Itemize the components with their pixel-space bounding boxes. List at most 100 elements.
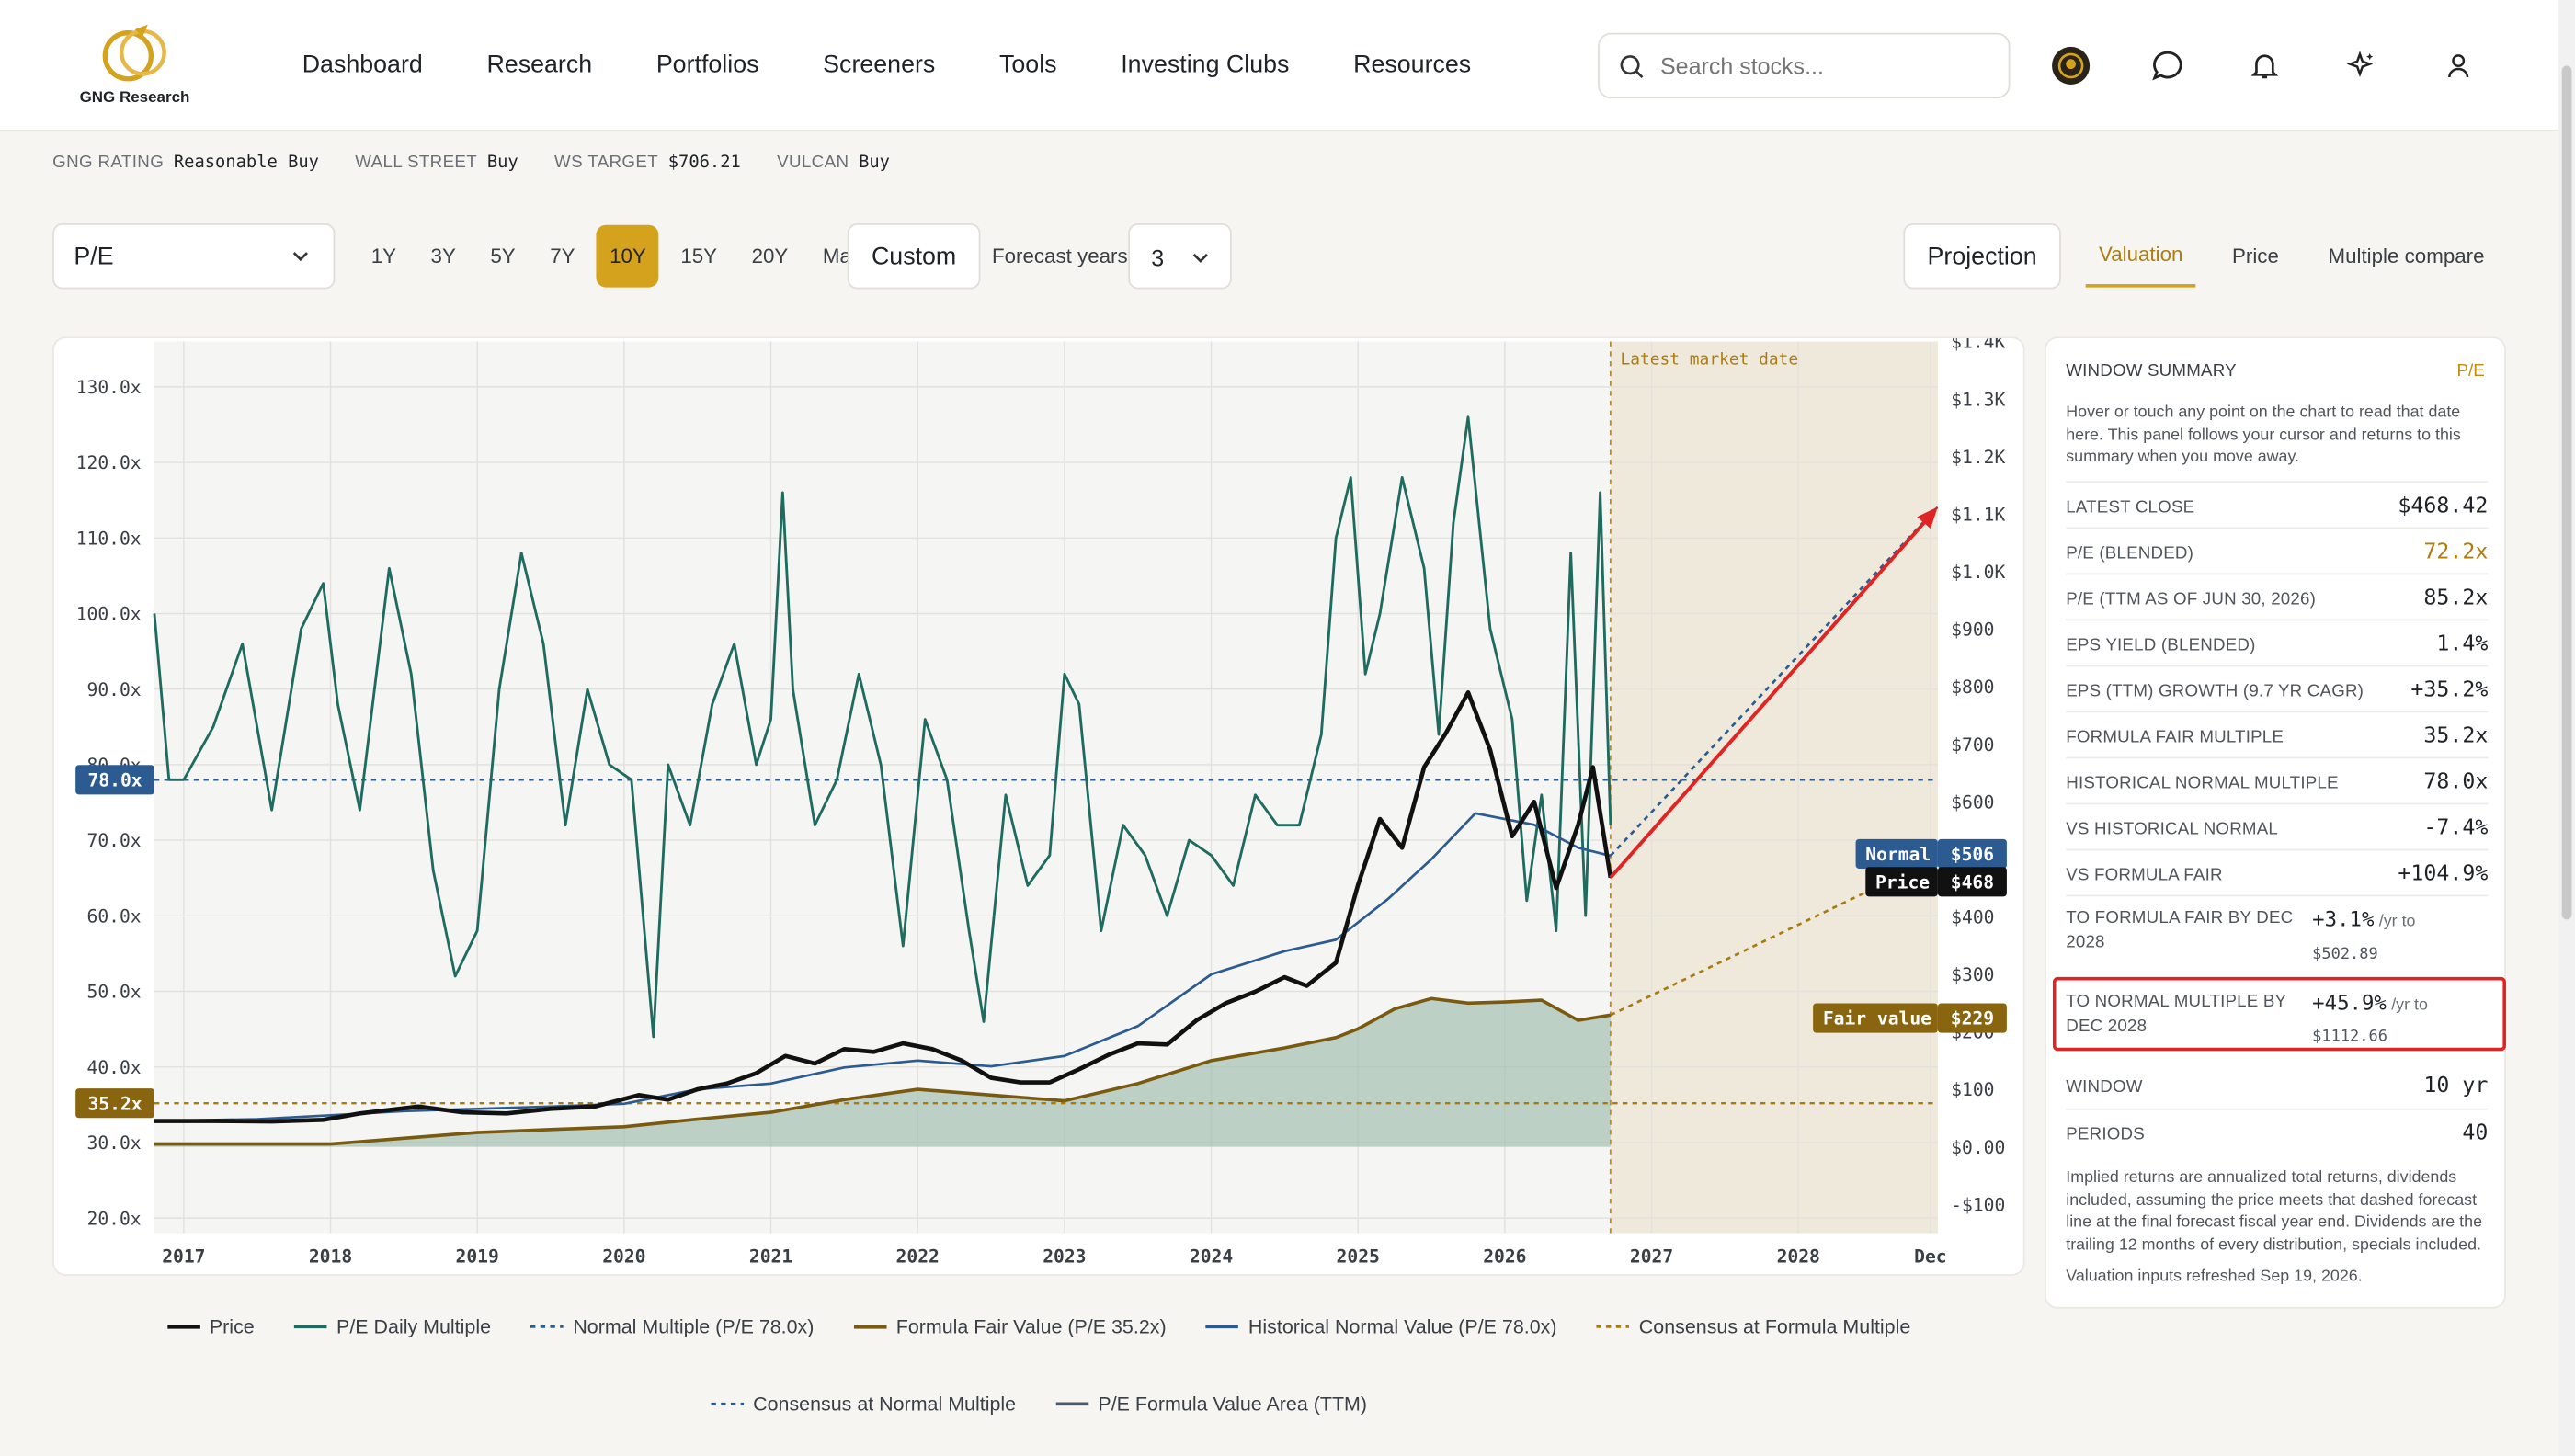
rating-value: Buy (859, 153, 890, 173)
tab-price[interactable]: Price (2232, 245, 2279, 268)
summary-metric: P/E (2456, 360, 2485, 381)
legend-label: Price (209, 1314, 255, 1338)
summary-key: HISTORICAL NORMAL MULTIPLE (2066, 773, 2339, 793)
legend-item-formula-fair[interactable]: Formula Fair Value (P/E 35.2x) (853, 1314, 1167, 1338)
chat-icon[interactable] (2148, 46, 2188, 85)
custom-range-button[interactable]: Custom (847, 222, 981, 290)
nav-screeners[interactable]: Screeners (823, 51, 936, 79)
summary-note: Implied returns are annualized total ret… (2066, 1168, 2483, 1254)
legend-row: Price P/E Daily Multiple Normal Multiple… (52, 1311, 2024, 1344)
summary-key: P/E (TTM AS OF JUN 30, 2026) (2066, 589, 2317, 609)
legend-label: Formula Fair Value (P/E 35.2x) (895, 1314, 1167, 1338)
page-scrollbar[interactable] (2558, 0, 2575, 1456)
legend-item-price[interactable]: Price (166, 1314, 255, 1338)
legend-label: P/E Formula Value Area (TTM) (1098, 1392, 1368, 1416)
fair-value-badge-value: $229 (1951, 1008, 1994, 1029)
legend-item-formula-area[interactable]: P/E Formula Value Area (TTM) (1054, 1392, 1368, 1416)
summary-key: TO NORMAL MULTIPLE BY DEC 2028 (2066, 991, 2286, 1037)
y-left-tick-label: 100.0x (76, 604, 142, 625)
summary-row-vs-formula-fair: VS FORMULA FAIR +104.9% (2066, 848, 2489, 895)
tab-multiple-compare[interactable]: Multiple compare (2328, 245, 2485, 268)
period-3y[interactable]: 3Y (430, 245, 456, 268)
x-tick-label: 2023 (1043, 1246, 1086, 1268)
y-right-tick-label: $1.2K (1951, 447, 2005, 468)
summary-row-to-fair: TO FORMULA FAIR BY DEC 2028 +3.1%/yr to … (2066, 894, 2489, 964)
fair-value-badge-label-bg (1813, 1003, 1938, 1033)
summary-key: LATEST CLOSE (2066, 497, 2195, 518)
legend-label: Consensus at Formula Multiple (1638, 1314, 1911, 1338)
legend-item-pe-daily[interactable]: P/E Daily Multiple (293, 1314, 492, 1338)
y-left-tick-label: 130.0x (76, 377, 142, 398)
x-tick-label: 2027 (1630, 1246, 1673, 1268)
summary-row-historical-normal-multiple: HISTORICAL NORMAL MULTIPLE 78.0x (2066, 756, 2489, 803)
search-input[interactable] (1659, 52, 1973, 79)
search-box[interactable] (1598, 32, 2011, 99)
y-right-tick-label: $800 (1951, 677, 1994, 698)
nav-investing-clubs[interactable]: Investing Clubs (1121, 51, 1290, 79)
scrollbar-thumb[interactable] (2561, 65, 2572, 920)
summary-value: +45.9%/yr to (2312, 990, 2428, 1015)
brand-logo[interactable]: GNG Research (75, 23, 194, 107)
legend-item-normal-multiple[interactable]: Normal Multiple (P/E 78.0x) (530, 1315, 814, 1338)
sparkle-icon[interactable] (2341, 46, 2381, 85)
valuation-chart[interactable]: 130.0x120.0x110.0x100.0x90.0x80.0x70.0x6… (54, 338, 2026, 1278)
fair-value-badge-label: Fair value (1823, 1008, 1931, 1029)
price-value-badge-label: Price (1875, 871, 1930, 893)
period-20y[interactable]: 20Y (751, 245, 789, 268)
fair-value-badge-value-bg (1937, 1003, 2007, 1033)
legend-item-historical-normal[interactable]: Historical Normal Value (P/E 78.0x) (1205, 1315, 1556, 1338)
pe-daily-multiple-line (153, 415, 1612, 1039)
to-fair-suffix: /yr to (2378, 913, 2416, 931)
summary-key: PERIODS (2066, 1124, 2145, 1145)
period-1y[interactable]: 1Y (370, 245, 397, 268)
period-5y[interactable]: 5Y (490, 245, 516, 268)
formula-value-area (154, 998, 1611, 1147)
projection-button[interactable]: Projection (1903, 222, 2061, 290)
summary-value: 85.2x (2423, 586, 2489, 611)
x-tick-label: 2018 (309, 1246, 352, 1268)
forecast-years-select[interactable]: 3 (1128, 222, 1232, 290)
summary-row-to-normal: TO NORMAL MULTIPLE BY DEC 2028 +45.9%/yr… (2066, 982, 2488, 1047)
nav-resources[interactable]: Resources (1353, 51, 1472, 79)
bell-icon[interactable] (2245, 46, 2284, 85)
period-7y[interactable]: 7Y (550, 245, 575, 268)
nav-dashboard[interactable]: Dashboard (302, 51, 423, 79)
fair-multiple-badge: 35.2x (75, 1088, 154, 1119)
period-15y[interactable]: 15Y (680, 245, 718, 268)
nav-portfolios[interactable]: Portfolios (655, 51, 759, 79)
summary-row-vs-historical-normal: VS HISTORICAL NORMAL -7.4% (2066, 802, 2489, 849)
summary-value: 1.4% (2436, 631, 2489, 657)
legend-item-consensus-formula[interactable]: Consensus at Formula Multiple (1596, 1315, 1910, 1338)
normal-multiple-badge-text: 78.0x (88, 769, 142, 791)
summary-value: -7.4% (2423, 815, 2489, 841)
normal-value-badge-value-bg (1937, 838, 2007, 869)
summary-value: 72.2x (2423, 540, 2489, 565)
rating-label: VULCAN (777, 153, 849, 173)
tab-valuation[interactable]: Valuation (2085, 225, 2196, 288)
summary-row-window: WINDOW 10 yr (2066, 1063, 2488, 1109)
y-left-tick-label: 60.0x (87, 905, 142, 927)
summary-row-periods: PERIODS 40 (2066, 1108, 2489, 1155)
avatar-badge-icon[interactable] (2051, 46, 2091, 85)
consensus-normal-line (1609, 506, 1939, 857)
summary-value: 10 yr (2423, 1074, 2489, 1099)
annotation-arrow-line (1609, 517, 1930, 880)
summary-row-formula-fair-multiple: FORMULA FAIR MULTIPLE 35.2x (2066, 711, 2489, 756)
price-line (154, 689, 1613, 1124)
summary-value: +104.9% (2398, 861, 2489, 887)
legend-item-consensus-normal[interactable]: Consensus at Normal Multiple (710, 1393, 1016, 1416)
normal-value-badge-label: Normal (1865, 844, 1931, 865)
normal-value-badge: Normal $506 (1855, 838, 2007, 869)
period-10y[interactable]: 10Y (596, 224, 660, 288)
summary-row-pe-blended: P/E (BLENDED) 72.2x (2066, 527, 2489, 573)
legend-label: P/E Daily Multiple (336, 1314, 492, 1338)
y-right-tick-label: $300 (1951, 964, 1994, 985)
nav-research[interactable]: Research (486, 51, 593, 79)
rating-ws-target: WS TARGET $706.21 (554, 153, 741, 172)
metric-select[interactable]: P/E (52, 222, 336, 290)
formula-fair-value-line (154, 996, 1612, 1146)
view-tabs: Valuation Price Multiple compare (2085, 225, 2521, 288)
user-icon[interactable] (2439, 46, 2478, 85)
rating-label: GNG RATING (52, 153, 165, 173)
nav-tools[interactable]: Tools (998, 51, 1057, 79)
